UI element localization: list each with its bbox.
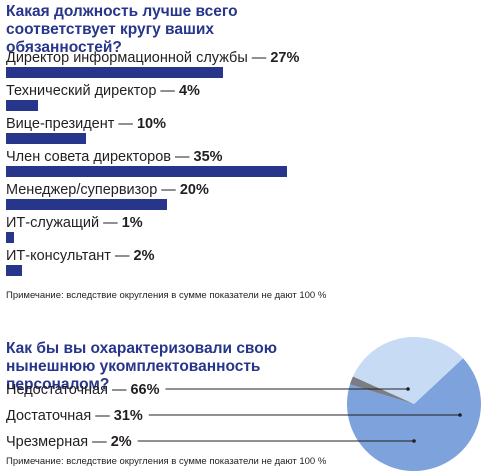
bar-value-label: 10% — [136, 116, 166, 132]
pie-label: Достаточная — 31% — [6, 408, 143, 424]
pie-label: Чрезмерная — 2% — [6, 434, 132, 450]
bar — [6, 199, 167, 210]
bar-category: Член совета директоров — — [6, 149, 194, 165]
bar — [6, 67, 223, 78]
chart2-title: Как бы вы охарактеризовали свою нынешнюю… — [6, 340, 277, 393]
pie-category: Недостаточная — — [6, 382, 130, 398]
bar — [6, 166, 287, 177]
pie-slice — [349, 376, 414, 404]
bar-value-label: 20% — [179, 182, 209, 198]
bar-category: ИТ-консультант — — [6, 248, 134, 264]
bar-category: ИТ-служащий — — [6, 215, 122, 231]
pie-category: Чрезмерная — — [6, 434, 111, 450]
pie-category: Достаточная — — [6, 408, 114, 424]
bar-value-label: 4% — [178, 83, 200, 99]
bar-value-label: 1% — [121, 215, 143, 231]
bar-label: Менеджер/супервизор — 20% — [6, 182, 209, 198]
bar-label: ИТ-консультант — 2% — [6, 248, 154, 264]
pie-leader-dot — [406, 387, 410, 391]
bar-label: Вице-президент — 10% — [6, 116, 166, 132]
bar-label: ИТ-служащий — 1% — [6, 215, 143, 231]
pie-value-label: 66% — [130, 382, 159, 398]
pie-leader-dot — [412, 439, 416, 443]
bar-category: Директор информационной службы — — [6, 50, 271, 66]
bar-label: Член совета директоров — 35% — [6, 149, 223, 165]
bar-category: Технический директор — — [6, 83, 179, 99]
bar-value-label: 2% — [133, 248, 155, 264]
bar — [6, 100, 39, 111]
bar-category: Менеджер/супервизор — — [6, 182, 180, 198]
pie-label: Недостаточная — 66% — [6, 382, 160, 398]
chart1-note: Примечание: вследствие округления в сумм… — [6, 290, 327, 301]
chart1-title: Какая должность лучше всего соответствуе… — [6, 3, 238, 56]
chart2-note: Примечание: вследствие округления в сумм… — [6, 456, 327, 467]
pie-value-label: 31% — [114, 408, 143, 424]
bar — [6, 232, 15, 243]
bar-category: Вице-президент — — [6, 116, 137, 132]
bar — [6, 133, 87, 144]
bar-label: Директор информационной службы — 27% — [6, 50, 299, 66]
bar — [6, 265, 23, 276]
bar-value-label: 35% — [193, 149, 223, 165]
pie-value-label: 2% — [111, 434, 132, 450]
bar-value-label: 27% — [270, 50, 300, 66]
bar-label: Технический директор — 4% — [6, 83, 200, 99]
pie-leader-dot — [458, 413, 462, 417]
pie-slice — [352, 337, 464, 404]
